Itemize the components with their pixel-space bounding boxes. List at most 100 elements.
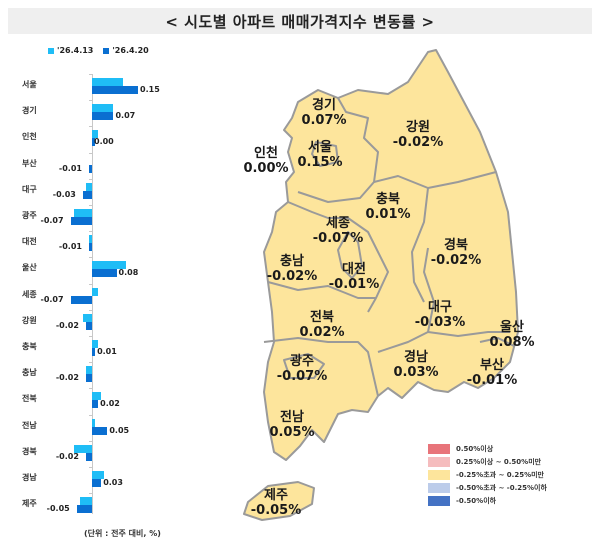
- map-legend-item: 0.25%이상 ~ 0.50%미만: [428, 455, 547, 468]
- category-label: 제주: [22, 499, 37, 509]
- axis-tick: [89, 205, 93, 206]
- bar-series2: [92, 86, 139, 94]
- bar-series1: [92, 261, 126, 270]
- bar-series1: [88, 235, 92, 244]
- region-name: 울산: [500, 320, 524, 335]
- category-label: 경기: [22, 106, 37, 116]
- map-region-label: 강원 -0.02%: [393, 120, 444, 150]
- map-shape-icon: [243, 49, 519, 521]
- region-value: -0.02%: [430, 253, 482, 268]
- map-region-label: 경북 -0.02%: [431, 238, 482, 268]
- region-name: 세종: [326, 216, 350, 231]
- region-name: 충남: [280, 254, 304, 269]
- axis-tick: [89, 74, 93, 75]
- chart-row: 세종 -0.07: [0, 283, 200, 310]
- data-label: -0.01: [58, 242, 82, 252]
- data-label: -0.02: [55, 373, 79, 383]
- bar-series1: [92, 340, 99, 348]
- region-name: 전북: [310, 310, 334, 325]
- region-name: 부산: [480, 358, 504, 373]
- legend-swatch-icon: [428, 469, 450, 480]
- legend-swatch-icon: [48, 47, 54, 54]
- data-label: -0.02: [55, 451, 79, 461]
- region-value: -0.05%: [250, 503, 302, 518]
- map-region-label: 세종 -0.07%: [313, 216, 364, 246]
- category-label: 강원: [22, 315, 37, 325]
- map-region-label: 부산 -0.01%: [467, 358, 518, 388]
- legend-label: -0.25%초과 ~ 0.25%미만: [456, 470, 544, 479]
- map-region-label: 울산 0.08%: [489, 320, 534, 350]
- axis-tick: [89, 493, 93, 495]
- data-label: -0.07: [40, 216, 64, 225]
- region-name: 충북: [376, 192, 400, 207]
- region-value: -0.03%: [414, 315, 466, 330]
- data-label: -0.01: [58, 163, 82, 173]
- bar-series1: [79, 497, 92, 506]
- map-region-label: 경남 0.03%: [393, 350, 438, 380]
- map-region-label: 충남 -0.02%: [267, 254, 318, 284]
- korea-map: 경기 0.07% 강원 -0.02% 인천 0.00% 서울 0.15% 충북 0.01% 세종 -0…: [228, 42, 535, 532]
- category-label: 세종: [22, 289, 37, 299]
- legend-label: -0.50%이하: [456, 496, 497, 505]
- bar-series1: [85, 182, 92, 191]
- category-label: 부산: [22, 158, 37, 168]
- map-legend: 0.50%이상 0.25%이상 ~ 0.50%미만 -0.25%초과 ~ 0.25%…: [428, 442, 547, 507]
- map-legend-item: -0.50%초과 ~ -0.25%이하: [428, 481, 547, 494]
- bar-series1: [92, 104, 114, 113]
- chart-row: 대구 -0.03: [0, 178, 200, 205]
- legend-swatch-icon: [103, 47, 110, 54]
- category-label: 충북: [22, 342, 37, 351]
- category-label: 충남: [22, 368, 37, 378]
- axis-tick: [89, 178, 93, 180]
- chart-row: 충북 0.01: [0, 336, 200, 362]
- category-label: 서울: [22, 80, 37, 89]
- bar-series1: [73, 444, 92, 453]
- chart-row: 경기 0.07: [0, 100, 200, 126]
- category-label: 울산: [22, 263, 37, 273]
- region-value: -0.07%: [276, 369, 328, 384]
- region-value: 0.01%: [365, 207, 411, 222]
- bar-series2: [85, 374, 92, 383]
- data-label: 0.08: [118, 268, 139, 278]
- data-label: 0.15: [140, 85, 160, 94]
- data-label: -0.03: [52, 189, 76, 199]
- axis-tick: [89, 126, 93, 128]
- bar-series1: [92, 418, 96, 427]
- bar-series2: [92, 112, 114, 121]
- category-label: 광주: [22, 211, 37, 220]
- chart-row: 부산 -0.01: [0, 152, 200, 179]
- bar-chart: 서울 0.15 경기 0.07 인천 0.00 부산 -0.01 대구 -0.03 광주 -0.07 대…: [0, 64, 200, 524]
- bar-series1: [85, 366, 92, 375]
- region-value: 0.00%: [243, 161, 289, 176]
- data-label: 0.01: [97, 347, 117, 356]
- data-label: -0.02: [55, 320, 79, 330]
- legend-swatch-icon: [428, 495, 450, 506]
- unit-note: (단위 : 전주 대비, %): [84, 529, 161, 538]
- region-name: 대구: [428, 300, 452, 315]
- legend-swatch-icon: [428, 482, 450, 493]
- bar-series2: [76, 505, 92, 514]
- bar-series1: [82, 313, 92, 322]
- axis-tick: [89, 414, 93, 416]
- axis-tick: [89, 100, 93, 102]
- category-label: 인천: [22, 132, 37, 142]
- region-name: 경남: [404, 350, 428, 365]
- region-value: 0.02%: [299, 325, 345, 340]
- bar-series2: [92, 348, 96, 356]
- data-label: -0.07: [40, 294, 64, 304]
- region-value: 0.07%: [301, 113, 347, 128]
- chart-row: 전북 0.02: [0, 388, 200, 414]
- region-name: 강원: [406, 120, 430, 135]
- region-value: 0.05%: [269, 425, 315, 440]
- legend-label: 0.25%이상 ~ 0.50%미만: [456, 457, 542, 466]
- data-label: 0.07: [115, 111, 136, 121]
- category-label: 전남: [22, 420, 37, 430]
- category-label: 대구: [22, 184, 37, 194]
- chart-row: 충남 -0.02: [0, 362, 200, 388]
- region-value: -0.02%: [392, 135, 444, 150]
- page-title: < 시도별 아파트 매매가격지수 변동률 >: [8, 8, 592, 34]
- chart-row: 전남 0.05: [0, 414, 200, 441]
- map-region-label: 경기 0.07%: [301, 98, 346, 128]
- legend-label: -0.50%초과 ~ -0.25%이하: [456, 483, 547, 492]
- axis-tick: [89, 336, 93, 337]
